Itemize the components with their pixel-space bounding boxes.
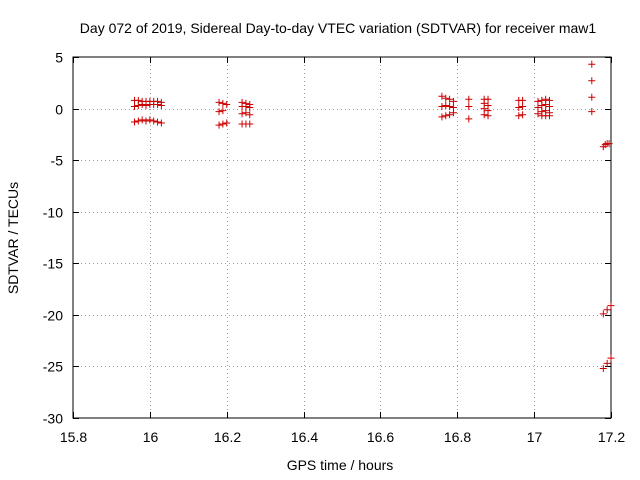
- data-point: [534, 110, 542, 118]
- data-point: [449, 109, 457, 117]
- x-tick-label: 16: [143, 429, 159, 445]
- data-point: [242, 103, 250, 111]
- data-point: [465, 103, 473, 111]
- data-point: [138, 116, 146, 124]
- data-point: [465, 115, 473, 123]
- data-point: [484, 95, 492, 103]
- data-point: [442, 112, 450, 120]
- x-tick-label: 16.6: [367, 429, 394, 445]
- data-point: [599, 310, 607, 318]
- data-point: [442, 101, 450, 109]
- data-point: [215, 108, 223, 116]
- data-point: [146, 116, 154, 124]
- data-point: [542, 100, 550, 108]
- plot-frame: [72, 56, 612, 419]
- data-point: [130, 103, 138, 111]
- data-point: [480, 111, 488, 119]
- data-point: [238, 110, 246, 118]
- y-axis-ticks: 5 0 -5 -10 -15 -20 -25 -30: [43, 50, 611, 427]
- data-point: [142, 117, 150, 125]
- data-point: [142, 101, 150, 109]
- data-point: [588, 60, 596, 68]
- y-axis-label: SDTVAR / TECUs: [5, 182, 21, 294]
- data-point: [246, 104, 254, 112]
- y-tick-label: -30: [43, 411, 63, 427]
- data-point: [607, 354, 615, 362]
- data-point: [442, 94, 450, 102]
- data-point: [138, 100, 146, 108]
- data-point: [484, 112, 492, 120]
- data-point: [154, 118, 162, 126]
- data-point: [465, 95, 473, 103]
- x-tick-label: 17: [527, 429, 543, 445]
- y-tick-label: 0: [55, 102, 63, 118]
- x-tick-label: 15.8: [60, 429, 87, 445]
- gridlines: [73, 57, 611, 418]
- data-point: [223, 119, 231, 127]
- data-point: [130, 118, 138, 126]
- data-point: [588, 93, 596, 101]
- data-point: [134, 117, 142, 125]
- x-tick-label: 16.8: [444, 429, 471, 445]
- data-point: [219, 99, 227, 107]
- data-point: [446, 103, 454, 111]
- data-point: [246, 111, 254, 119]
- data-point: [242, 109, 250, 117]
- data-point: [246, 120, 254, 128]
- y-tick-label: 5: [55, 50, 63, 66]
- data-point: [446, 95, 454, 103]
- data-point: [157, 101, 165, 109]
- y-tick-label: -5: [51, 153, 64, 169]
- data-point: [223, 100, 231, 108]
- x-tick-label: 16.2: [214, 429, 241, 445]
- data-point: [215, 98, 223, 106]
- data-point: [534, 104, 542, 112]
- data-point: [546, 103, 554, 111]
- x-tick-label: 16.4: [291, 429, 318, 445]
- data-point: [480, 105, 488, 113]
- data-point: [546, 96, 554, 104]
- data-point: [588, 108, 596, 116]
- data-point: [446, 111, 454, 119]
- data-point: [603, 359, 611, 367]
- data-point: [519, 111, 527, 119]
- y-tick-label: -25: [43, 359, 63, 375]
- data-point: [449, 97, 457, 105]
- data-point: [515, 112, 523, 120]
- data-point: [515, 104, 523, 112]
- data-point: [538, 101, 546, 109]
- data-point: [605, 140, 613, 148]
- data-point: [134, 101, 142, 109]
- data-point: [438, 103, 446, 111]
- x-axis-label: GPS time / hours: [287, 457, 394, 473]
- data-points: [130, 60, 615, 372]
- data-point: [588, 77, 596, 85]
- data-point: [534, 97, 542, 105]
- data-point: [603, 306, 611, 314]
- data-point: [607, 302, 615, 310]
- y-tick-label: -15: [43, 256, 63, 272]
- data-point: [438, 113, 446, 121]
- data-point: [215, 121, 223, 129]
- data-point: [154, 100, 162, 108]
- data-point: [219, 107, 227, 115]
- data-point: [219, 120, 227, 128]
- data-point: [150, 117, 158, 125]
- data-point: [546, 112, 554, 120]
- chart-title: Day 072 of 2019, Sidereal Day-to-day VTE…: [80, 20, 597, 36]
- data-point: [519, 103, 527, 111]
- y-tick-label: -20: [43, 308, 63, 324]
- data-point: [157, 119, 165, 127]
- x-tick-label: 17.2: [598, 429, 625, 445]
- data-point: [438, 92, 446, 100]
- data-point: [599, 364, 607, 372]
- x-axis-ticks: 15.8 16 16.2 16.4 16.6 16.8 17 17.2: [60, 57, 625, 445]
- data-point: [519, 96, 527, 104]
- y-tick-label: -10: [43, 205, 63, 221]
